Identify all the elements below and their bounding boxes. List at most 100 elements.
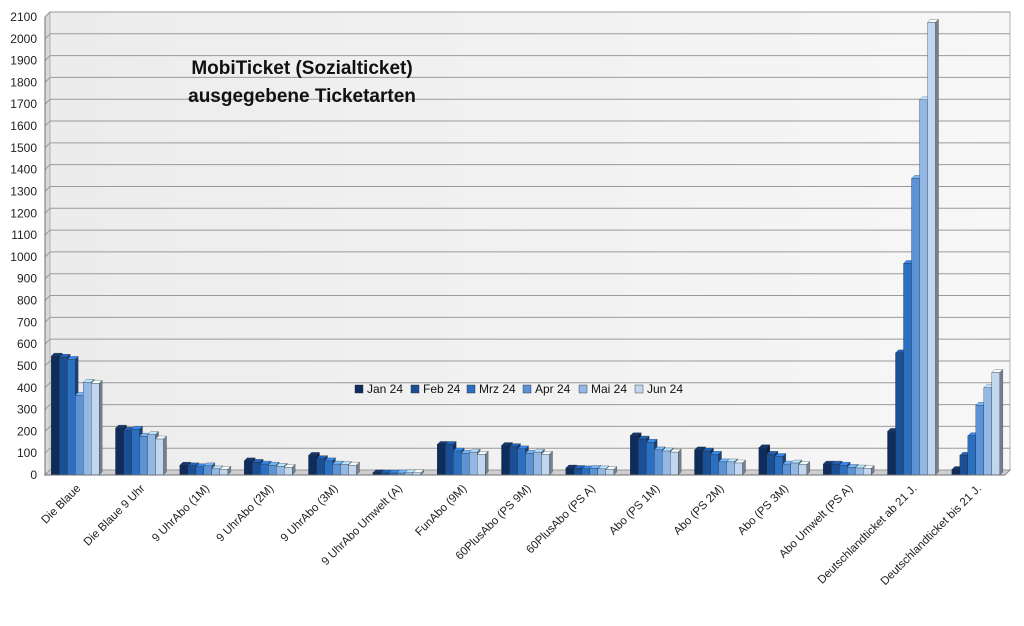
bar-front (131, 429, 140, 476)
bar (90, 380, 103, 476)
bar-front (91, 383, 100, 476)
bars-layer (50, 19, 1004, 476)
bar-front (911, 178, 920, 476)
y-tick-label: 1000 (10, 250, 37, 264)
bar-side (163, 435, 167, 476)
bar-front (839, 465, 848, 476)
bar-front (75, 395, 84, 476)
bar-front (340, 464, 349, 476)
bar-front (469, 451, 478, 476)
gridline (44, 425, 1010, 432)
bar-front (823, 463, 832, 476)
legend-label: Jun 24 (647, 382, 683, 396)
bar-front (445, 444, 454, 476)
bar-front (710, 454, 719, 476)
bar (155, 435, 167, 476)
bar (541, 450, 553, 476)
bar-front (147, 434, 156, 476)
bar-front (597, 468, 606, 476)
bar-front (654, 449, 663, 476)
legend-swatch (522, 384, 532, 394)
bar-side (99, 380, 103, 476)
bar-front (927, 22, 936, 476)
bar-front (718, 461, 727, 476)
legend-label: Feb 24 (423, 382, 461, 396)
bar-front (782, 463, 791, 476)
legend-swatch (634, 384, 644, 394)
chart-title-line-2: ausgegebene Ticketarten (188, 86, 416, 107)
y-tick-label: 1800 (10, 75, 37, 89)
bar (283, 464, 296, 476)
gridline (44, 382, 1010, 389)
gridline (44, 447, 1010, 454)
bar (862, 465, 875, 476)
legend-swatch (578, 384, 588, 394)
bar-front (525, 453, 534, 476)
bar-front (863, 468, 872, 476)
x-tick-label: Abo (PS 1M) (607, 483, 662, 538)
bar-front (316, 458, 325, 476)
bar (605, 466, 618, 476)
y-tick-label: 700 (17, 315, 37, 329)
bar-front (501, 445, 510, 476)
bar-front (975, 405, 984, 476)
chart-title-line-1: MobiTicket (Sozialticket) (191, 58, 412, 79)
bar-front (252, 462, 261, 476)
bar-front (983, 387, 992, 476)
bar-front (541, 454, 550, 476)
bar-front (179, 465, 188, 476)
bar-front (139, 436, 148, 476)
bar-front (847, 467, 856, 476)
bar-side (549, 450, 553, 476)
y-tick-label: 300 (17, 403, 37, 417)
bar-front (573, 468, 582, 476)
bar (927, 19, 939, 476)
bar-front (581, 468, 590, 476)
y-tick-label: 600 (17, 337, 37, 351)
bar-front (991, 372, 1000, 476)
grid-layer (43, 10, 1012, 477)
legend-item: Mai 24 (578, 382, 627, 396)
bar-front (895, 352, 904, 476)
legend: Jan 24 Feb 24 Mrz 24 Apr 24 Mai 24 Jun 24 (354, 382, 683, 396)
bar-front (726, 461, 735, 476)
bar-front (638, 438, 647, 476)
gridline (44, 338, 1010, 345)
gridline (44, 207, 1010, 214)
y-tick-label: 0 (30, 468, 37, 482)
gridline (44, 295, 1010, 301)
bar-front (211, 468, 220, 476)
bar (991, 369, 1004, 476)
bar-front (268, 465, 277, 476)
bar-front (260, 463, 269, 476)
bar-front (605, 469, 614, 476)
legend-swatch (466, 384, 476, 394)
bar-front (758, 447, 767, 476)
legend-label: Jan 24 (367, 382, 403, 396)
bar-side (999, 369, 1003, 476)
gridline (44, 142, 1010, 149)
legend-swatch (410, 384, 420, 394)
y-tick-label: 1400 (10, 163, 37, 177)
legend-label: Apr 24 (535, 382, 571, 396)
bar-front (276, 466, 285, 476)
legend-item: Mrz 24 (466, 382, 516, 396)
bar-front (517, 448, 526, 476)
y-tick-label: 900 (17, 272, 37, 286)
x-tick-label: 9 UhrAbo (3M) (279, 483, 341, 545)
gridline (44, 229, 1010, 236)
bar-front (203, 465, 212, 476)
y-tick-label: 2000 (10, 32, 37, 46)
legend-label: Mai 24 (591, 382, 627, 396)
bar-front (967, 435, 976, 476)
bar-front (187, 465, 196, 476)
bar (219, 465, 232, 476)
bar-front (646, 442, 655, 476)
bar (412, 469, 425, 476)
y-tick-label: 800 (17, 294, 37, 308)
legend-label: Mrz 24 (479, 382, 516, 396)
gridline (44, 251, 1010, 258)
y-tick-label: 100 (17, 446, 37, 460)
bar-front (887, 431, 896, 476)
bar-front (798, 464, 807, 476)
